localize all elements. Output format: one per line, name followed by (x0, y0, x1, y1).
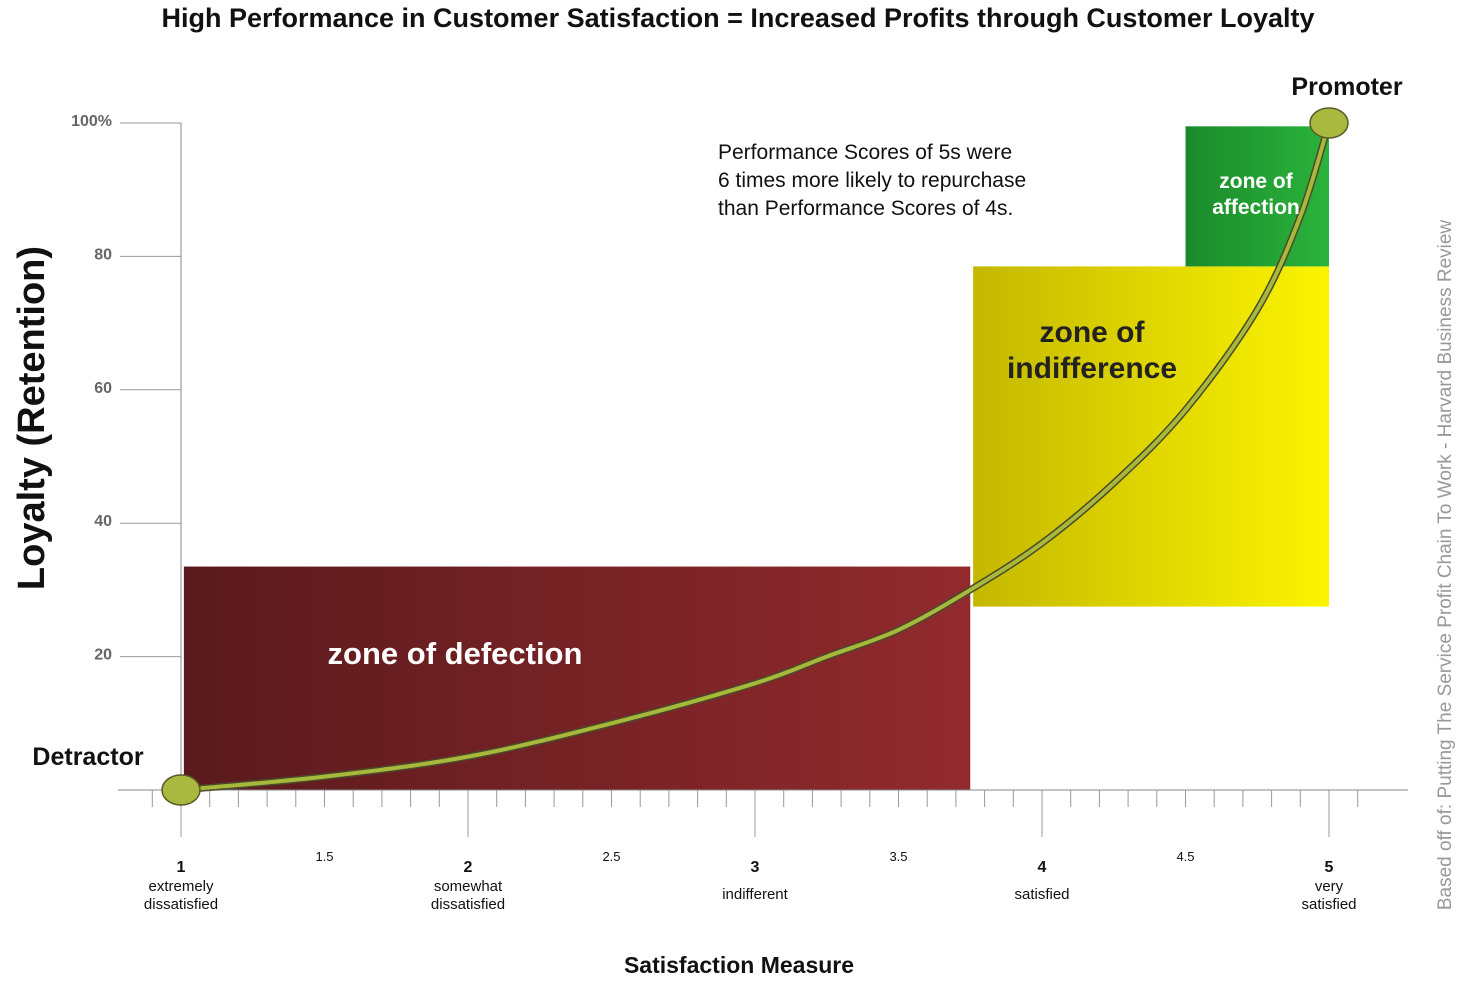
y-axis-label: Loyalty (Retention) (11, 246, 53, 590)
annotation-line: than Performance Scores of 4s. (718, 197, 1013, 220)
detractor-label: Detractor (32, 743, 143, 771)
y-tick-label: 60 (94, 380, 112, 397)
x-tick-desc: dissatisfied (144, 896, 218, 913)
x-tick-desc: extremely (148, 878, 214, 895)
x-minor-label: 2.5 (602, 849, 620, 864)
zones (183, 126, 1329, 790)
x-tick-desc: dissatisfied (431, 896, 505, 913)
y-tick-label: 80 (94, 246, 112, 263)
loyalty-curve (179, 121, 1331, 792)
loyalty-curve-group (161, 107, 1349, 806)
detractor-node (161, 774, 201, 806)
zone-indifference-label: indifference (1007, 352, 1177, 385)
zone-affection-label: affection (1212, 196, 1300, 219)
x-tick-desc: satisfied (1301, 896, 1356, 913)
y-tick-label: 40 (94, 513, 112, 530)
labels: Detractor Promoter zone of defection zone o… (32, 73, 1402, 771)
x-tick-desc: somewhat (434, 878, 503, 895)
zone-defection-label: zone of defection (328, 636, 583, 671)
x-tick-desc: indifferent (722, 886, 788, 903)
chart-title: High Performance in Customer Satisfactio… (162, 3, 1315, 33)
source-note: Based off of: Putting The Service Profit… (1435, 220, 1456, 911)
axes: 20406080100%1extremelydissatisfied2somew… (71, 113, 1408, 913)
annotation-line: Performance Scores of 5s were (718, 141, 1012, 164)
x-tick-desc: satisfied (1014, 886, 1069, 903)
x-tick-label: 2 (464, 859, 473, 876)
zone-defection-rect (183, 566, 971, 790)
annotation-line: 6 times more likely to repurchase (718, 169, 1026, 192)
x-minor-label: 1.5 (315, 849, 333, 864)
promoter-node (1309, 107, 1349, 139)
x-tick-desc: very (1315, 878, 1344, 895)
zone-indifference-label: zone of (1040, 316, 1146, 349)
x-tick-label: 4 (1038, 859, 1047, 876)
x-tick-label: 5 (1325, 859, 1334, 876)
x-tick-label: 3 (751, 859, 760, 876)
zone-affection-label: zone of (1219, 170, 1293, 193)
y-tick-label: 20 (94, 647, 112, 664)
promoter-label: Promoter (1291, 73, 1402, 101)
x-minor-label: 4.5 (1176, 849, 1194, 864)
x-axis-label: Satisfaction Measure (624, 952, 854, 978)
y-tick-label: 100% (71, 113, 112, 130)
x-minor-label: 3.5 (889, 849, 907, 864)
x-tick-label: 1 (177, 859, 186, 876)
